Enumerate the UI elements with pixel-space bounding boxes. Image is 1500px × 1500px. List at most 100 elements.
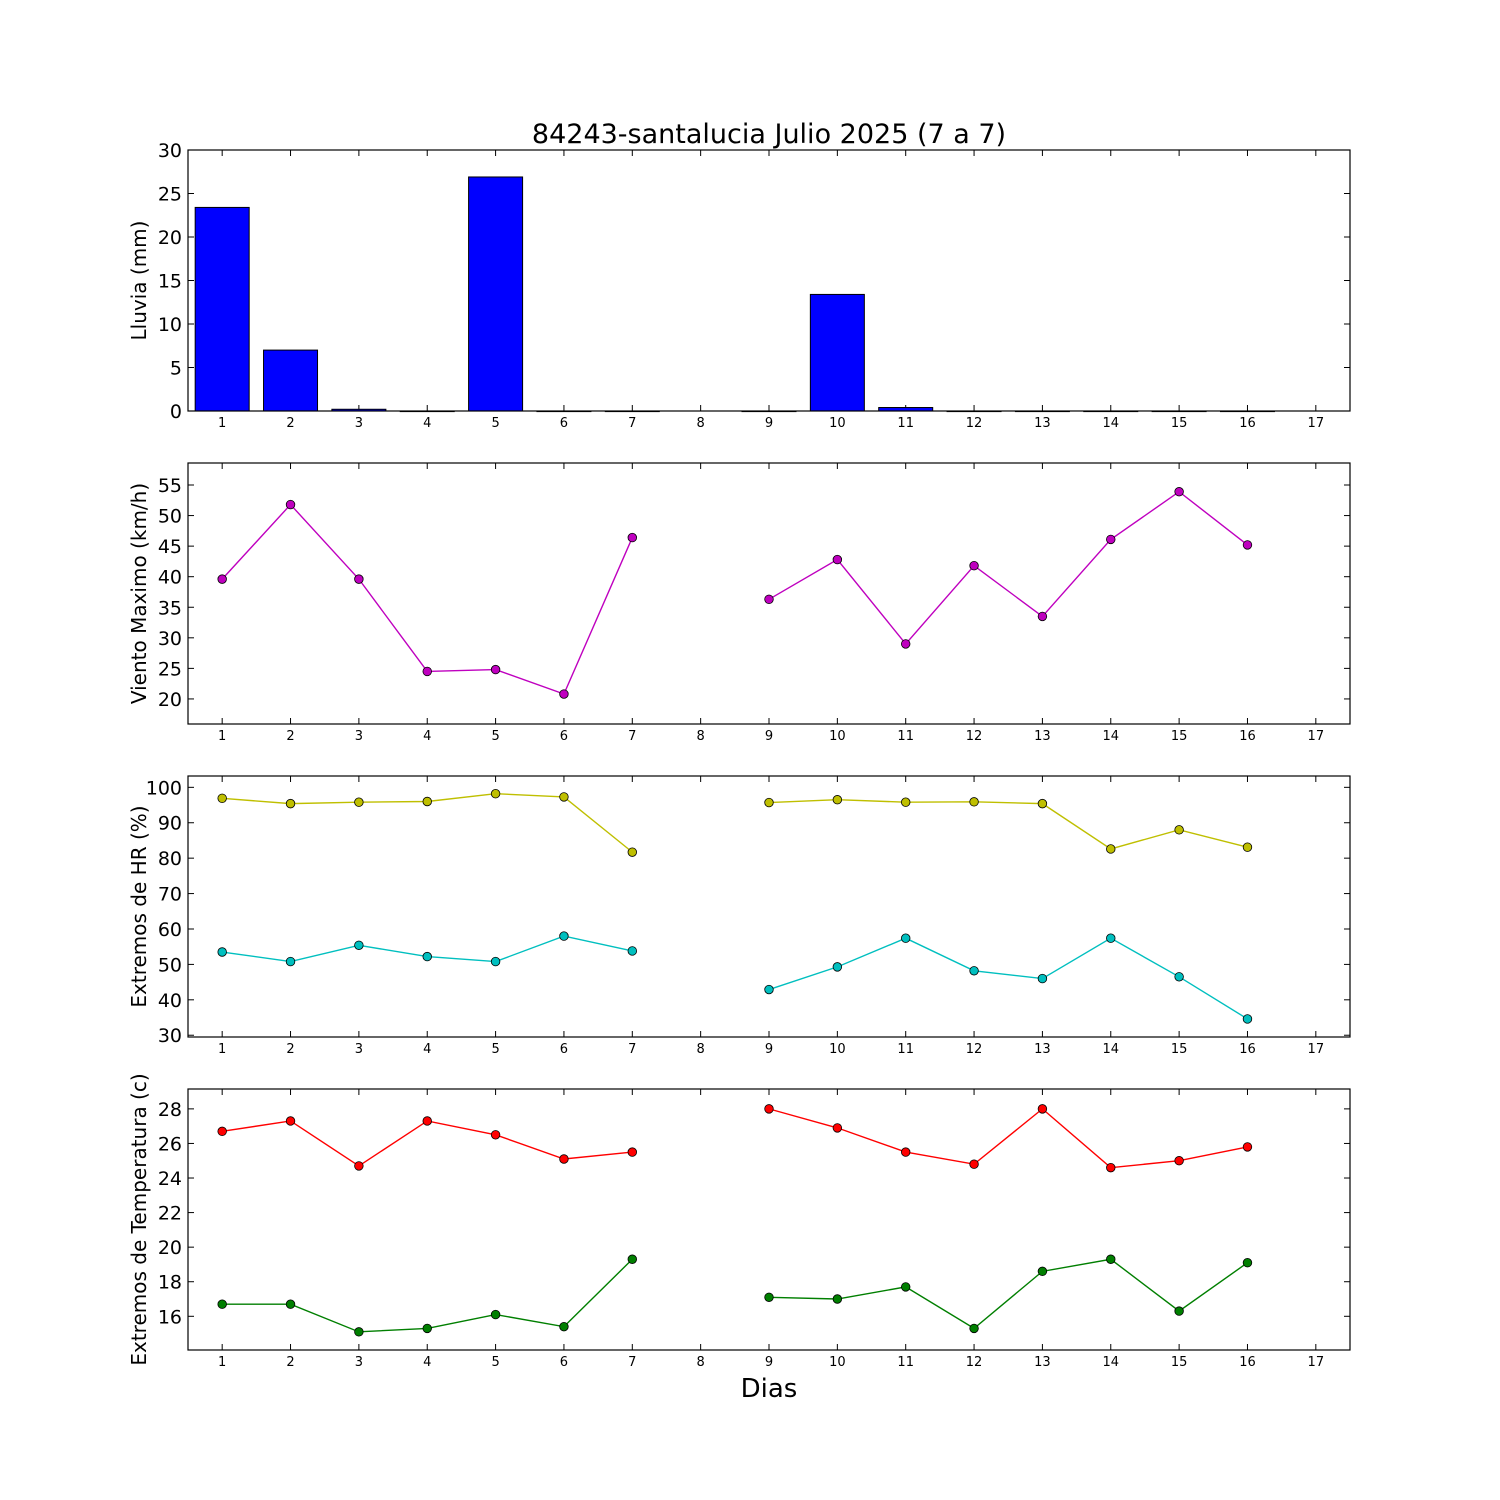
y-tick-label: 25 bbox=[158, 658, 182, 680]
x-tick-label: 7 bbox=[628, 1042, 636, 1057]
x-tick-label: 11 bbox=[897, 729, 914, 744]
data-point bbox=[1037, 973, 1048, 984]
x-tick-label: 15 bbox=[1171, 1355, 1188, 1370]
data-point bbox=[1106, 1162, 1116, 1173]
y-tick-label: 22 bbox=[158, 1203, 182, 1225]
x-tick-label: 5 bbox=[491, 416, 499, 431]
y-tick-label: 20 bbox=[158, 227, 182, 249]
x-tick-label: 15 bbox=[1171, 729, 1188, 744]
x-tick-label: 3 bbox=[355, 1355, 363, 1370]
data-point bbox=[285, 1299, 296, 1309]
y-tick-label: 18 bbox=[158, 1272, 182, 1294]
data-point bbox=[764, 797, 774, 808]
data-point bbox=[1106, 933, 1116, 943]
y-tick-label: 60 bbox=[158, 919, 182, 941]
y-tick-label: 10 bbox=[158, 314, 182, 336]
x-tick-label: 12 bbox=[966, 1355, 983, 1370]
series-line bbox=[768, 1258, 1248, 1330]
y-tick-label: 20 bbox=[158, 1237, 182, 1259]
x-tick-label: 2 bbox=[286, 1355, 294, 1370]
data-point bbox=[422, 796, 432, 807]
y-tick-label: 30 bbox=[158, 1025, 182, 1047]
data-point bbox=[764, 984, 774, 995]
x-tick-label: 9 bbox=[765, 1355, 773, 1370]
x-tick-label: 8 bbox=[697, 416, 705, 431]
x-tick-label: 17 bbox=[1308, 729, 1325, 744]
data-point bbox=[901, 1147, 911, 1157]
data-point bbox=[422, 951, 432, 962]
x-tick-label: 13 bbox=[1034, 1042, 1051, 1057]
x-tick-label: 7 bbox=[628, 1355, 636, 1370]
data-point bbox=[901, 639, 911, 649]
x-tick-label: 15 bbox=[1171, 416, 1188, 431]
data-point bbox=[627, 1147, 637, 1157]
rain-bar bbox=[194, 206, 250, 412]
data-point bbox=[764, 1292, 774, 1302]
x-tick-label: 14 bbox=[1102, 729, 1119, 744]
data-point bbox=[1174, 487, 1184, 497]
data-point bbox=[901, 1282, 911, 1292]
x-tick-label: 6 bbox=[560, 416, 568, 431]
data-point bbox=[1242, 1014, 1253, 1024]
x-tick-label: 1 bbox=[218, 416, 226, 431]
data-point bbox=[490, 1130, 501, 1140]
x-tick-label: 2 bbox=[286, 416, 294, 431]
data-point bbox=[559, 931, 569, 941]
y-tick-label: 100 bbox=[146, 777, 182, 799]
x-tick-label: 13 bbox=[1034, 729, 1051, 744]
x-tick-label: 6 bbox=[560, 1355, 568, 1370]
y-tick-label: 50 bbox=[158, 506, 182, 528]
data-point bbox=[969, 1323, 979, 1334]
data-point bbox=[217, 947, 227, 957]
data-point bbox=[490, 1309, 501, 1320]
y-tick-label: 45 bbox=[158, 536, 182, 558]
data-point bbox=[285, 798, 296, 809]
x-tick-label: 1 bbox=[218, 729, 226, 744]
y-tick-label: 30 bbox=[158, 628, 182, 650]
data-point bbox=[969, 560, 979, 571]
data-point bbox=[559, 1321, 569, 1332]
data-point bbox=[627, 532, 637, 543]
data-point bbox=[832, 795, 843, 805]
y-tick-label: 24 bbox=[158, 1168, 182, 1190]
x-tick-label: 14 bbox=[1102, 416, 1119, 431]
x-tick-label: 3 bbox=[355, 1042, 363, 1057]
data-point bbox=[627, 946, 637, 956]
x-tick-label: 17 bbox=[1308, 1042, 1325, 1057]
x-tick-label: 16 bbox=[1239, 416, 1256, 431]
x-tick-label: 10 bbox=[829, 1042, 846, 1057]
axes-frame bbox=[187, 149, 1351, 412]
data-point bbox=[1174, 1306, 1184, 1316]
y-tick-label: 5 bbox=[170, 358, 182, 380]
series-line bbox=[768, 490, 1248, 646]
data-point bbox=[901, 797, 911, 807]
y-tick-label: 15 bbox=[158, 271, 182, 293]
y-tick-label: 30 bbox=[158, 140, 182, 162]
x-tick-label: 10 bbox=[829, 1355, 846, 1370]
data-point bbox=[1174, 825, 1184, 835]
y-tick-label: 26 bbox=[158, 1133, 182, 1155]
data-point bbox=[422, 666, 432, 677]
y-tick-label: 90 bbox=[158, 813, 182, 835]
data-point bbox=[354, 940, 364, 950]
y-axis-label-lluvia: Lluvia (mm) bbox=[127, 221, 151, 341]
chart-title: 84243-santalucia Julio 2025 (7 a 7) bbox=[532, 119, 1006, 150]
x-tick-label: 5 bbox=[491, 1042, 499, 1057]
x-tick-label: 15 bbox=[1171, 1042, 1188, 1057]
y-tick-label: 40 bbox=[158, 990, 182, 1012]
data-point bbox=[969, 797, 979, 807]
data-point bbox=[1106, 534, 1116, 545]
data-point bbox=[422, 1323, 432, 1334]
data-point bbox=[354, 1327, 364, 1337]
x-tick-label: 11 bbox=[897, 416, 914, 431]
x-tick-label: 16 bbox=[1239, 729, 1256, 744]
data-point bbox=[627, 847, 637, 857]
data-point bbox=[627, 1254, 637, 1264]
x-tick-label: 8 bbox=[697, 1355, 705, 1370]
x-tick-label: 16 bbox=[1239, 1355, 1256, 1370]
data-point bbox=[559, 792, 569, 802]
